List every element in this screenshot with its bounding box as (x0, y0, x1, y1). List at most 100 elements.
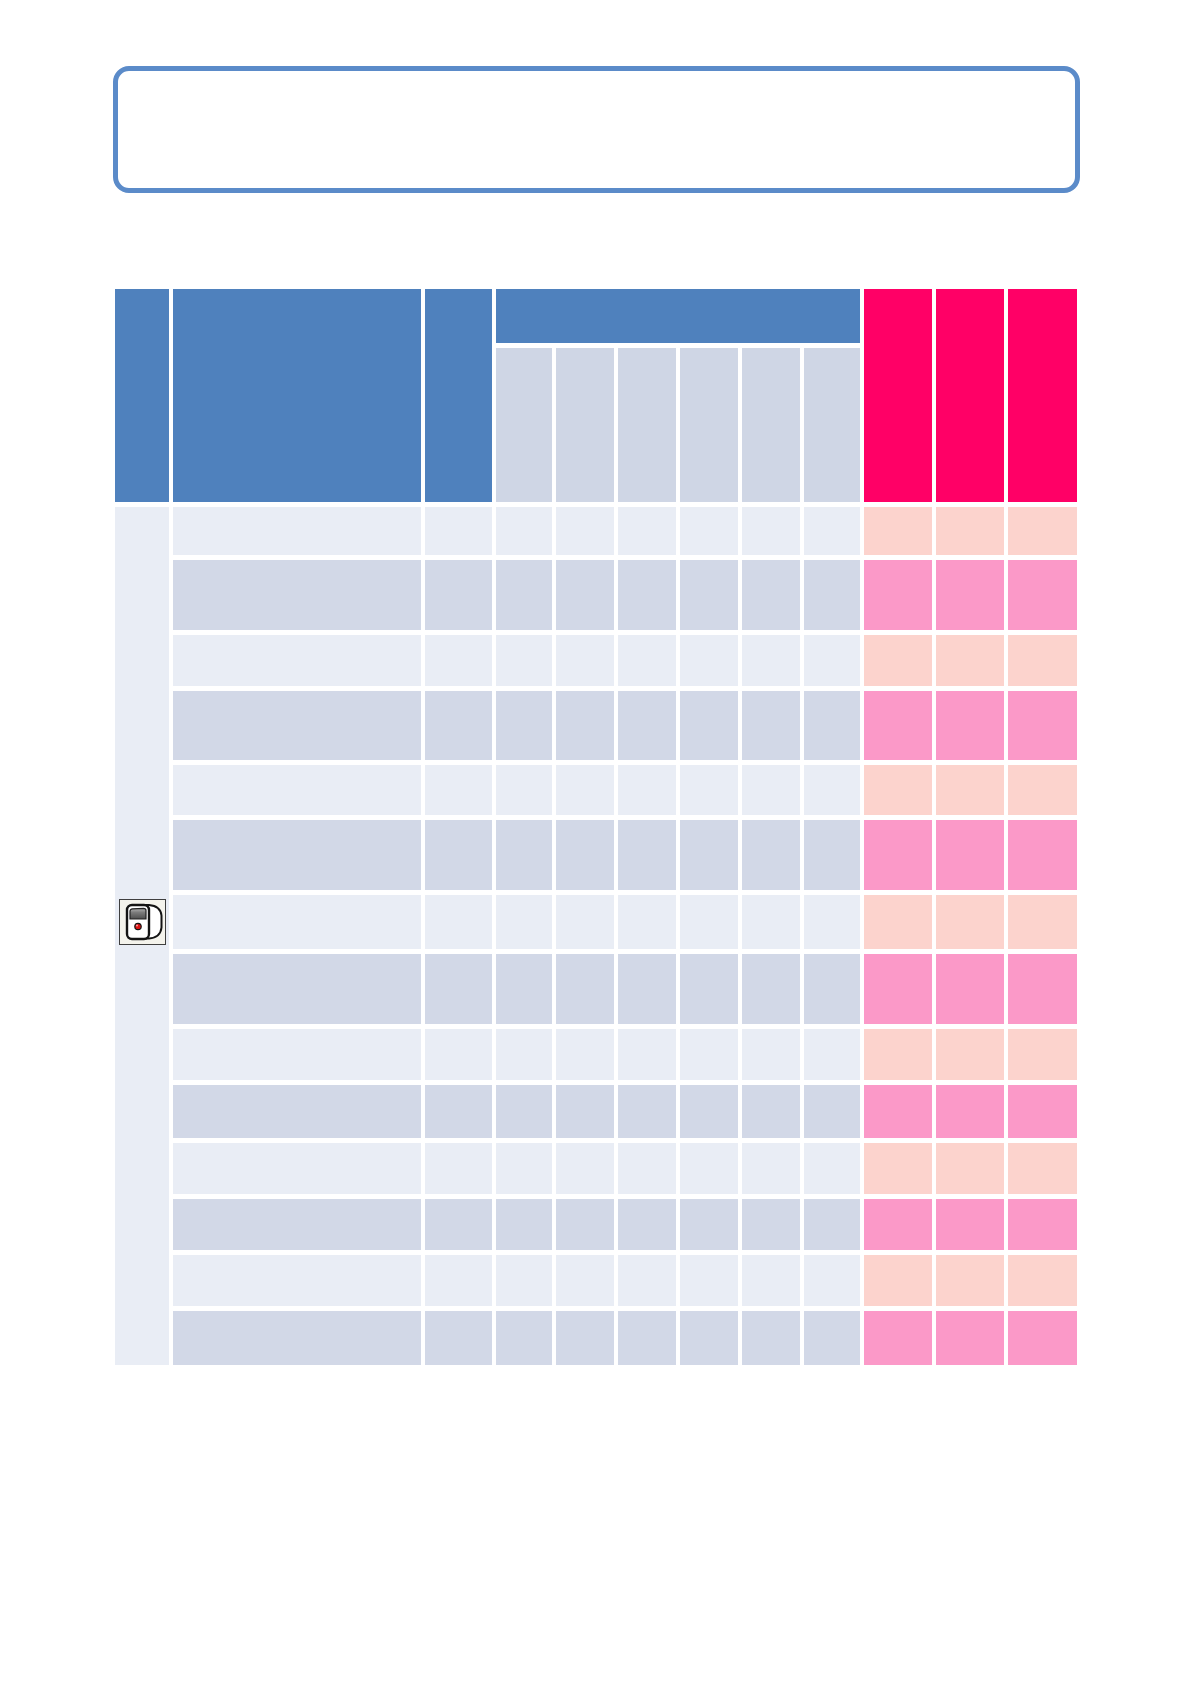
body-row-4-sub-2 (556, 691, 614, 760)
body-row-7-sub-5 (742, 895, 800, 949)
body-row-10-sub-2 (556, 1085, 614, 1138)
body-row-2-main (173, 560, 421, 630)
body-row-10-sub-1 (496, 1085, 552, 1138)
body-row-13-pink-1 (864, 1255, 932, 1306)
body-row-4-col3 (425, 691, 492, 760)
body-row-12-sub-2 (556, 1199, 614, 1250)
body-row-2-sub-3 (618, 560, 676, 630)
body-row-6-sub-2 (556, 820, 614, 890)
body-row-14-sub-4 (680, 1311, 738, 1365)
body-row-13-col3 (425, 1255, 492, 1306)
body-row-8-main (173, 954, 421, 1024)
body-row-14-sub-2 (556, 1311, 614, 1365)
body-row-4-sub-4 (680, 691, 738, 760)
body-row-11-sub-1 (496, 1143, 552, 1194)
body-row-1-col3 (425, 507, 492, 555)
body-row-10-sub-3 (618, 1085, 676, 1138)
body-row-2-pink-1 (864, 560, 932, 630)
body-row-7-sub-4 (680, 895, 738, 949)
body-row-8-sub-1 (496, 954, 552, 1024)
body-row-7-main (173, 895, 421, 949)
body-row-10-pink-3 (1008, 1085, 1077, 1138)
body-row-11-col3 (425, 1143, 492, 1194)
body-row-9-pink-1 (864, 1029, 932, 1080)
body-row-4-pink-2 (936, 691, 1004, 760)
body-row-1-sub-6 (804, 507, 860, 555)
body-row-8-sub-2 (556, 954, 614, 1024)
body-row-11-sub-6 (804, 1143, 860, 1194)
body-row-9-col3 (425, 1029, 492, 1080)
body-row-1-sub-3 (618, 507, 676, 555)
subheader-cell-1 (496, 348, 552, 502)
header-cell-icon-column (115, 289, 169, 502)
header-cell-col3 (425, 289, 492, 502)
body-row-3-sub-3 (618, 635, 676, 686)
header-cell-main (173, 289, 421, 502)
body-row-14-col3 (425, 1311, 492, 1365)
body-row-4-pink-3 (1008, 691, 1077, 760)
body-row-9-main (173, 1029, 421, 1080)
body-row-13-sub-4 (680, 1255, 738, 1306)
body-row-1-main (173, 507, 421, 555)
body-row-5-main (173, 765, 421, 815)
body-row-5-sub-5 (742, 765, 800, 815)
body-row-8-col3 (425, 954, 492, 1024)
body-row-12-pink-2 (936, 1199, 1004, 1250)
body-row-14-sub-1 (496, 1311, 552, 1365)
body-row-12-main (173, 1199, 421, 1250)
body-row-12-sub-1 (496, 1199, 552, 1250)
body-row-1-pink-2 (936, 507, 1004, 555)
body-row-10-sub-6 (804, 1085, 860, 1138)
body-row-3-main (173, 635, 421, 686)
body-row-11-main (173, 1143, 421, 1194)
header-pink-cell-1 (864, 289, 932, 502)
body-row-4-sub-1 (496, 691, 552, 760)
body-row-14-pink-2 (936, 1311, 1004, 1365)
body-row-3-sub-5 (742, 635, 800, 686)
subheader-cell-6 (804, 348, 860, 502)
body-row-5-pink-2 (936, 765, 1004, 815)
body-row-5-sub-3 (618, 765, 676, 815)
body-row-2-sub-1 (496, 560, 552, 630)
body-row-12-sub-4 (680, 1199, 738, 1250)
body-row-13-sub-2 (556, 1255, 614, 1306)
body-row-2-sub-2 (556, 560, 614, 630)
body-row-8-sub-4 (680, 954, 738, 1024)
header-pink-cell-2 (936, 289, 1004, 502)
subheader-cell-5 (742, 348, 800, 502)
body-row-8-pink-1 (864, 954, 932, 1024)
header-pink-cell-3 (1008, 289, 1077, 502)
body-row-3-sub-6 (804, 635, 860, 686)
body-row-12-sub-5 (742, 1199, 800, 1250)
document-page: { "page": { "background": "#ffffff" }, "… (0, 0, 1190, 1684)
body-row-9-sub-5 (742, 1029, 800, 1080)
body-row-6-pink-2 (936, 820, 1004, 890)
body-row-4-sub-6 (804, 691, 860, 760)
body-row-3-pink-1 (864, 635, 932, 686)
header-group-cell (496, 289, 860, 343)
body-row-6-col3 (425, 820, 492, 890)
body-row-7-col3 (425, 895, 492, 949)
body-row-1-sub-5 (742, 507, 800, 555)
body-row-11-sub-5 (742, 1143, 800, 1194)
body-row-8-sub-6 (804, 954, 860, 1024)
body-row-14-main (173, 1311, 421, 1365)
body-row-5-pink-1 (864, 765, 932, 815)
body-row-13-sub-3 (618, 1255, 676, 1306)
body-row-2-sub-5 (742, 560, 800, 630)
body-row-6-main (173, 820, 421, 890)
body-row-3-sub-1 (496, 635, 552, 686)
body-row-13-pink-3 (1008, 1255, 1077, 1306)
body-row-6-sub-5 (742, 820, 800, 890)
body-row-8-pink-3 (1008, 954, 1077, 1024)
body-row-9-sub-1 (496, 1029, 552, 1080)
body-row-1-sub-4 (680, 507, 738, 555)
body-row-6-sub-3 (618, 820, 676, 890)
data-table (115, 289, 1077, 1365)
body-row-13-main (173, 1255, 421, 1306)
body-row-3-sub-4 (680, 635, 738, 686)
subheader-cell-4 (680, 348, 738, 502)
body-row-13-sub-6 (804, 1255, 860, 1306)
body-row-7-sub-6 (804, 895, 860, 949)
body-row-4-sub-3 (618, 691, 676, 760)
